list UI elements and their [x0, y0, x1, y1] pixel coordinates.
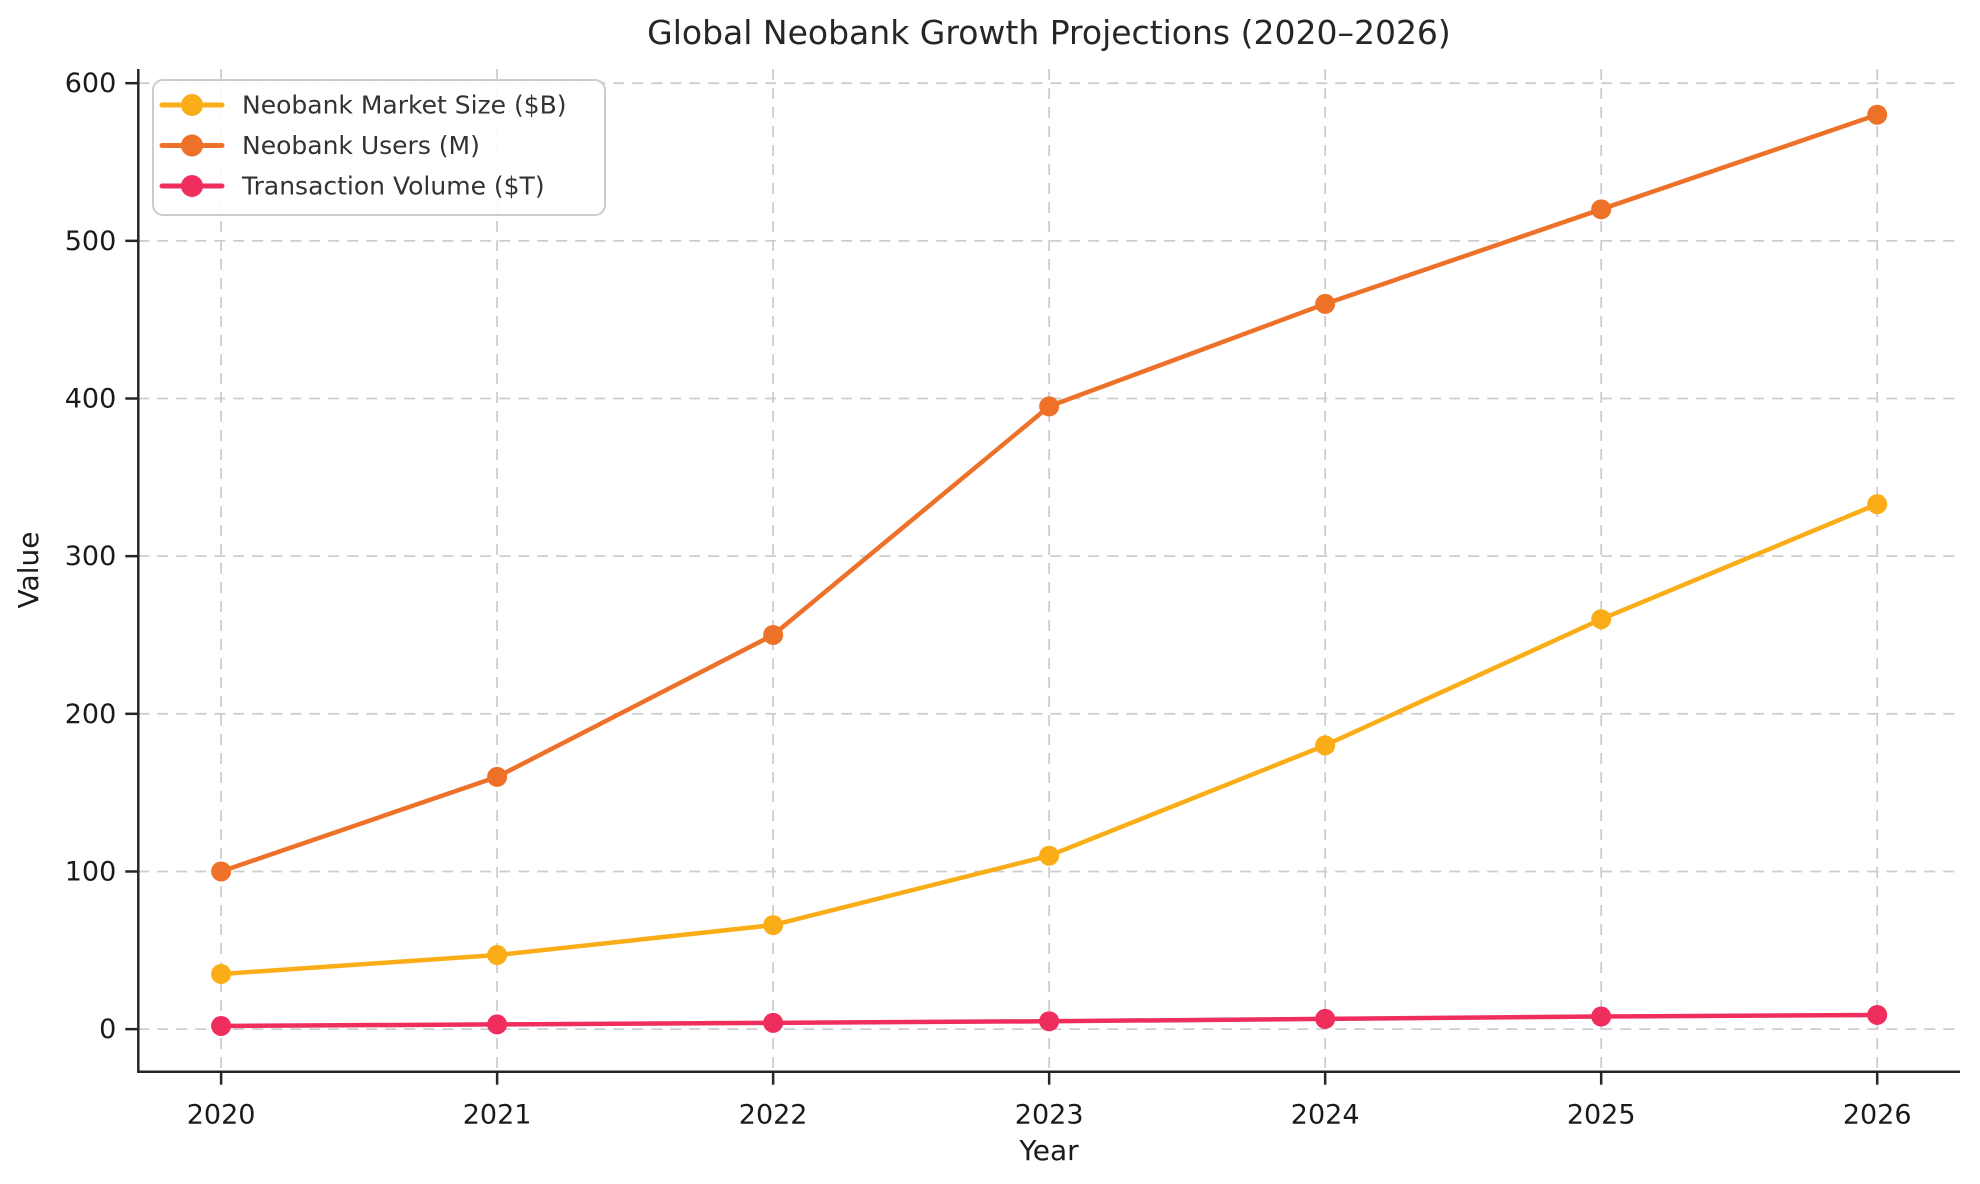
- legend-box: [152, 79, 606, 216]
- data-point-marker: [487, 766, 508, 787]
- data-point-marker: [1591, 609, 1612, 630]
- data-point-marker: [763, 624, 784, 645]
- data-point-marker: [763, 1012, 784, 1033]
- legend-marker: [181, 175, 203, 197]
- y-tick-label: 400: [65, 384, 117, 415]
- x-tick-label: 2025: [1567, 1100, 1636, 1131]
- data-point-marker: [1867, 1004, 1888, 1025]
- data-point-marker: [1039, 396, 1060, 417]
- y-tick-label: 0: [99, 1014, 116, 1045]
- x-tick-label: 2023: [1015, 1100, 1084, 1131]
- data-point-marker: [763, 915, 784, 936]
- data-point-marker: [211, 861, 232, 882]
- y-tick-label: 500: [65, 226, 117, 257]
- y-tick-label: 200: [65, 699, 117, 730]
- legend-marker: [181, 94, 203, 116]
- legend-label: Neobank Market Size ($B): [242, 91, 567, 120]
- x-tick-label: 2024: [1291, 1100, 1360, 1131]
- data-point-marker: [1315, 1008, 1336, 1029]
- x-tick-label: 2026: [1843, 1100, 1912, 1131]
- data-point-marker: [1867, 494, 1888, 515]
- data-point-marker: [211, 963, 232, 984]
- y-tick-label: 100: [65, 856, 117, 887]
- x-tick-label: 2022: [739, 1100, 808, 1131]
- y-tick-label: 300: [65, 541, 117, 572]
- data-point-marker: [1591, 199, 1612, 220]
- legend-label: Transaction Volume ($T): [241, 172, 545, 201]
- data-point-marker: [1315, 735, 1336, 756]
- legend-marker: [181, 134, 203, 157]
- x-axis-label: Year: [1018, 1134, 1079, 1167]
- data-point-marker: [1867, 104, 1888, 125]
- legend-label: Neobank Users (M): [242, 131, 480, 160]
- x-tick-label: 2020: [187, 1100, 256, 1131]
- chart-title: Global Neobank Growth Projections (2020–…: [647, 13, 1451, 52]
- data-point-marker: [487, 945, 508, 966]
- data-point-marker: [1315, 293, 1336, 314]
- y-tick-label: 600: [65, 68, 117, 99]
- data-point-marker: [211, 1015, 232, 1036]
- data-point-marker: [1039, 1011, 1060, 1032]
- x-tick-label: 2021: [463, 1100, 532, 1131]
- y-axis-label: Value: [12, 532, 45, 609]
- data-point-marker: [1591, 1006, 1612, 1027]
- data-point-marker: [1039, 845, 1060, 866]
- data-point-marker: [487, 1014, 508, 1035]
